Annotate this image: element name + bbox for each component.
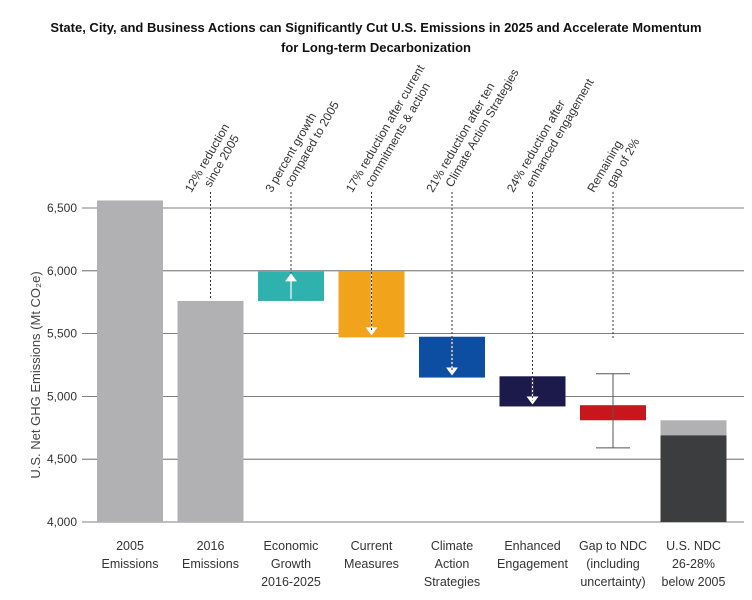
annotation-text: Remaininggap of 2% <box>584 128 642 201</box>
annotation-text: 12% reductionsince 2005 <box>182 121 245 201</box>
category-label-line: Enhanced <box>504 539 560 553</box>
category-label-line: 2016 <box>197 539 225 553</box>
category-label-line: Gap to NDC <box>579 539 647 553</box>
category-label-line: 2005 <box>116 539 144 553</box>
category-label-line: below 2005 <box>662 575 726 589</box>
y-tick-label: 4,500 <box>47 452 77 466</box>
category-label-line: uncertainty) <box>580 575 645 589</box>
annotation-line: 17% reduction after current <box>343 62 428 195</box>
category-label-line: 2016-2025 <box>261 575 321 589</box>
category-label-line: Growth <box>271 557 311 571</box>
y-axis-ticks: 4,000 4,500 5,000 5,500 6,000 6,500 <box>47 201 77 529</box>
category-label: 2016 Emissions <box>182 539 239 571</box>
y-axis-label: U.S. Net GHG Emissions (Mt CO₂e) <box>28 271 43 478</box>
x-axis-categories: 2005 Emissions 2016 Emissions Economic Growth… <box>102 539 726 589</box>
annotation-text: 17% reduction after currentcommitments &… <box>343 62 440 202</box>
y-tick-label: 6,500 <box>47 201 77 215</box>
annotation-line: enhanced engagement <box>523 76 597 190</box>
chart-title-line-1: State, City, and Business Actions can Si… <box>50 20 702 35</box>
category-label-line: Current <box>351 539 393 553</box>
chart-title-line-2: for Long-term Decarbonization <box>281 40 471 55</box>
category-label-line: 26-28% <box>672 557 715 571</box>
y-tick-label: 4,000 <box>47 515 77 529</box>
bar-range-segment <box>660 420 727 436</box>
category-label-line: Engagement <box>497 557 568 571</box>
category-label-line: Action <box>435 557 470 571</box>
category-label: Enhanced Engagement <box>497 539 568 571</box>
category-label-line: U.S. NDC <box>666 539 721 553</box>
category-label: Gap to NDC (including uncertainty) <box>579 539 647 589</box>
category-label-line: Emissions <box>182 557 239 571</box>
category-label: 2005 Emissions <box>102 539 159 571</box>
category-label-line: (including <box>586 557 640 571</box>
category-label-line: Measures <box>344 557 399 571</box>
chart-title: State, City, and Business Actions can Si… <box>0 18 752 58</box>
arrow-down-icon <box>446 367 458 376</box>
category-label-line: Economic <box>264 539 319 553</box>
category-label: Climate Action Strategies <box>424 539 480 589</box>
arrow-down-icon <box>365 327 378 336</box>
bars <box>97 200 727 523</box>
category-label-line: Climate <box>431 539 473 553</box>
category-label: U.S. NDC 26-28% below 2005 <box>662 539 726 589</box>
category-label: Economic Growth 2016-2025 <box>261 539 321 589</box>
annotation-text: 3 percent growthcompared to 2005 <box>262 91 342 201</box>
annotation-text: 21% reduction after tenClimate Action St… <box>423 59 521 201</box>
annotation-text: 24% reduction afterenhanced engagement <box>504 69 597 202</box>
bar <box>660 435 727 522</box>
bar <box>97 200 163 523</box>
y-tick-label: 5,500 <box>47 327 77 341</box>
bar <box>177 300 244 522</box>
category-label-line: Strategies <box>424 575 480 589</box>
arrow-up-icon <box>285 273 297 282</box>
category-label-line: Emissions <box>102 557 159 571</box>
y-tick-label: 5,000 <box>47 389 77 403</box>
y-tick-label: 6,000 <box>47 264 77 278</box>
annotations: 12% reductionsince 2005 3 percent growthc… <box>182 59 643 401</box>
category-label: Current Measures <box>344 539 399 571</box>
